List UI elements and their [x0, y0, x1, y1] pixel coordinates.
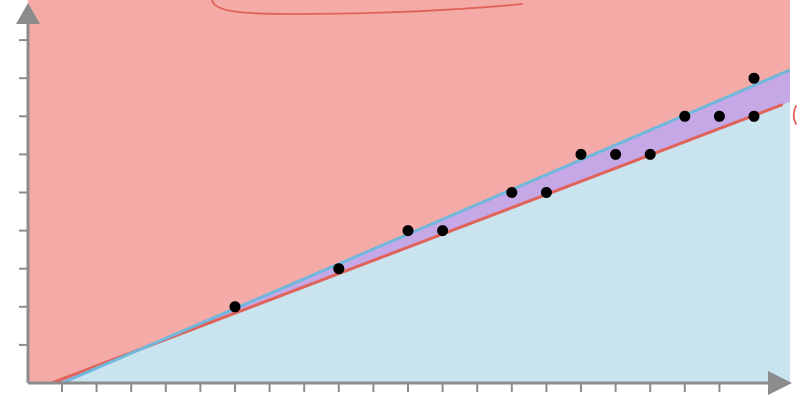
data-point [713, 110, 725, 122]
data-point [748, 110, 760, 122]
handwritten-stroke-top [211, 0, 523, 15]
data-point [333, 263, 345, 275]
data-point [540, 187, 552, 198]
x-axis-arrow [768, 371, 792, 395]
handwritten-stroke-right [792, 105, 797, 125]
data-point [506, 187, 518, 198]
data-point [229, 301, 241, 313]
upper-boundary-line [60, 69, 791, 385]
data-point [644, 148, 656, 160]
data-point [679, 110, 691, 122]
annotations [211, 0, 797, 125]
boundary-lines [50, 69, 791, 385]
data-point [402, 225, 414, 237]
data-point [437, 225, 449, 237]
data-point [748, 72, 760, 84]
upper-region [28, 0, 790, 383]
y-axis-arrow [16, 3, 40, 24]
data-point [610, 148, 622, 160]
data-points [229, 72, 760, 313]
data-point [575, 148, 587, 160]
axes [16, 3, 792, 395]
chart-regions [28, 0, 791, 384]
